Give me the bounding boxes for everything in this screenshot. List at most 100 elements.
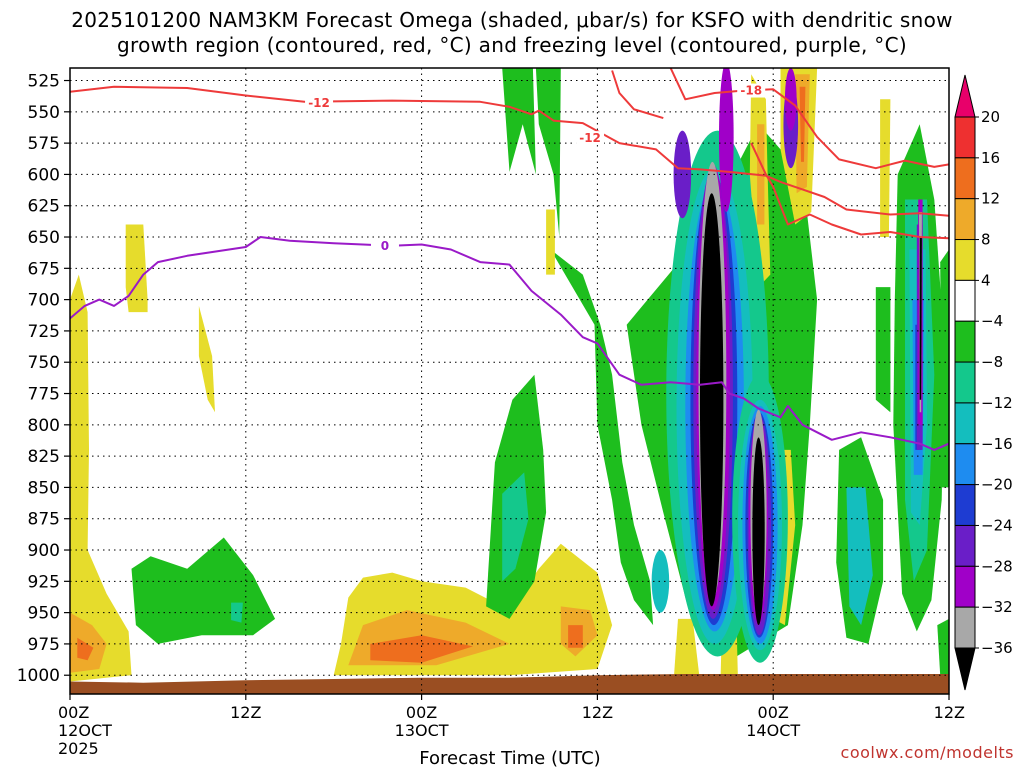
ytick-label-675: 675 (28, 259, 60, 279)
colorbar-label-10: −24 (981, 516, 1013, 534)
omega-region-13 (535, 68, 561, 237)
colorbar-label-2: 12 (981, 190, 1000, 208)
ytick-label-825: 825 (28, 447, 60, 467)
svg-text:-18: -18 (740, 84, 762, 98)
colorbar-label-12: −32 (981, 598, 1013, 616)
omega-region-25 (799, 86, 806, 162)
colorbar-bin-2 (954, 157, 976, 200)
colorbar-bin-top (954, 74, 976, 118)
contour-line-3 (611, 70, 664, 120)
ytick-label-775: 775 (28, 385, 60, 405)
colorbar-bin-10 (954, 484, 976, 526)
xtick-label-48-1: 14OCT (746, 721, 800, 740)
ytick-label-550: 550 (28, 103, 60, 123)
colorbar-label-13: −36 (981, 639, 1013, 657)
omega-core-15 (752, 437, 765, 626)
terrain (70, 674, 949, 694)
colorbar-label-11: −28 (981, 557, 1013, 575)
ytick-label-625: 625 (28, 197, 60, 217)
omega-region-14 (550, 249, 654, 626)
omega-region-2 (77, 637, 94, 661)
contour-line-4 (70, 236, 949, 451)
xtick-label-48-0: 00Z (758, 703, 789, 722)
colorbar-bin-7 (954, 361, 976, 404)
svg-text:0: 0 (381, 239, 389, 253)
colorbar-bin-13 (954, 606, 976, 649)
colorbar-label-6: −8 (981, 353, 1003, 371)
omega-region-31 (875, 287, 891, 413)
xtick-label-12-0: 12Z (230, 703, 261, 722)
xtick-label-36-0: 12Z (582, 703, 613, 722)
ytick-label-900: 900 (28, 541, 60, 561)
omega-region-30 (880, 99, 891, 237)
colorbar-label-3: 8 (981, 231, 991, 249)
colorbar-label-1: 16 (981, 149, 1000, 167)
omega-region-43 (919, 237, 922, 400)
colorbar-bin-9 (954, 443, 976, 486)
colorbar-bin-3 (954, 198, 976, 241)
omega-region-4 (198, 305, 215, 413)
xtick-label-0-0: 00Z (58, 703, 89, 722)
colorbar-bin-bottom (954, 647, 976, 691)
colorbar-bin-12 (954, 565, 976, 608)
ytick-label-975: 975 (28, 635, 60, 655)
omega-region-11 (568, 625, 583, 648)
ytick-label-950: 950 (28, 604, 60, 624)
omega-region-12 (502, 68, 536, 175)
omega-shading (70, 68, 949, 694)
svg-text:-12: -12 (579, 131, 601, 145)
xtick-label-0-1: 12OCT (58, 721, 112, 740)
omega-region-9 (370, 635, 473, 663)
ytick-label-800: 800 (28, 416, 60, 436)
ytick-label-1000: 1000 (17, 666, 60, 686)
colorbar-bin-5 (954, 279, 976, 322)
y-axis: 525 550 575 600 625 650 675 700 725 750 775 800 825 8… (17, 72, 70, 686)
omega-region-0 (70, 274, 132, 682)
colorbar-label-7: −12 (981, 394, 1013, 412)
chart-title: 2025101200 NAM3KM Forecast Omega (shaded… (71, 8, 953, 32)
plot-frame (69, 67, 950, 695)
omega-core-17 (673, 130, 692, 219)
contour-line-1 (669, 68, 949, 170)
contour-label-0-2: -12 (576, 131, 605, 146)
temperature-contours: -12 -12 -18 0 (70, 68, 949, 451)
ytick-label-575: 575 (28, 134, 60, 154)
omega-region-29 (673, 618, 700, 682)
ytick-label-875: 875 (28, 510, 60, 530)
omega-core-16 (651, 550, 670, 613)
contour-label-4-1: 0 (370, 238, 399, 253)
omega-core-20 (784, 68, 797, 131)
xtick-label-0-2: 2025 (58, 739, 99, 758)
colorbar-bin-1 (954, 116, 976, 159)
ytick-label-700: 700 (28, 291, 60, 311)
ytick-label-650: 650 (28, 228, 60, 248)
xtick-label-24-0: 00Z (406, 703, 437, 722)
x-axis-label: Forecast Time (UTC) (419, 748, 600, 768)
colorbar-label-8: −16 (981, 435, 1013, 453)
colorbar-label-9: −20 (981, 476, 1013, 494)
ytick-label-725: 725 (28, 322, 60, 342)
colorbar-bin-8 (954, 402, 976, 445)
ytick-label-750: 750 (28, 353, 60, 373)
colorbar-bin-4 (954, 239, 976, 281)
omega-region-17 (546, 209, 555, 275)
chart-subtitle: growth region (contoured, red, °C) and f… (117, 33, 907, 57)
omega-region-6 (231, 602, 243, 623)
xtick-label-60-0: 12Z (934, 703, 965, 722)
colorbar-bin-6 (954, 320, 976, 363)
credit-link[interactable]: coolwx.com/modelts (841, 743, 1014, 762)
colorbar-label-0: 20 (981, 108, 1000, 126)
omega-region-33 (846, 487, 873, 626)
contour-label-1-1: -18 (737, 83, 766, 98)
ytick-label-925: 925 (28, 572, 60, 592)
ytick-label-600: 600 (28, 165, 60, 185)
contour-line-2 (750, 142, 949, 240)
contour-line-0 (70, 85, 949, 217)
ytick-label-525: 525 (28, 72, 60, 92)
colorbar-bin-11 (954, 524, 976, 567)
omega-core-7 (699, 193, 724, 607)
omega-region-16 (502, 472, 529, 582)
omega-core-19 (718, 68, 734, 212)
